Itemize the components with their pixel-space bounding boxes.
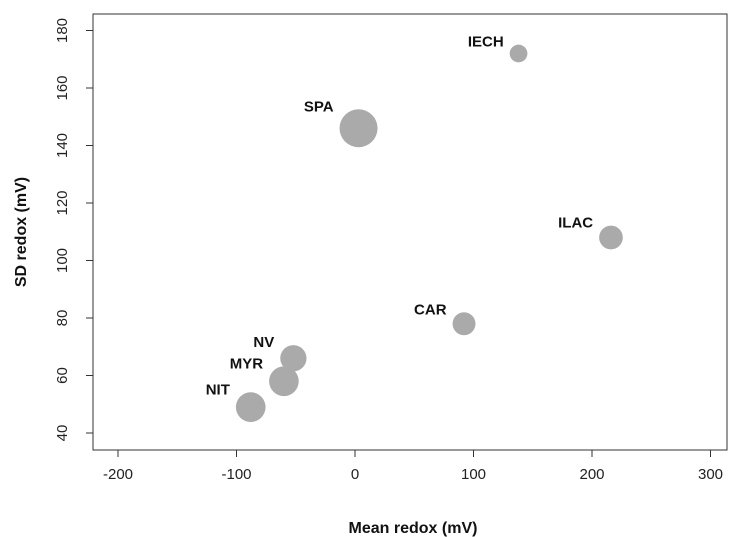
point-label: MYR bbox=[230, 355, 264, 372]
data-point bbox=[280, 345, 307, 372]
y-tick-label: 120 bbox=[54, 190, 71, 215]
point-label: SPA bbox=[304, 98, 334, 115]
x-tick-label: -100 bbox=[221, 466, 251, 483]
point-label: CAR bbox=[414, 301, 447, 318]
point-label: ILAC bbox=[558, 215, 593, 232]
data-point bbox=[509, 44, 528, 63]
point-label: IECH bbox=[468, 34, 504, 51]
y-tick-label: 180 bbox=[54, 18, 71, 43]
y-tick-label: 60 bbox=[54, 367, 71, 384]
data-point bbox=[269, 366, 299, 397]
y-tick-label: 140 bbox=[54, 133, 71, 158]
y-tick-label: 100 bbox=[54, 248, 71, 273]
plot-frame bbox=[92, 13, 728, 451]
y-tick-label: 160 bbox=[54, 75, 71, 100]
x-tick-label: 100 bbox=[461, 466, 486, 483]
y-tick-label: 80 bbox=[54, 310, 71, 327]
x-tick-label: 200 bbox=[579, 466, 604, 483]
data-point bbox=[599, 225, 623, 250]
x-axis-title: Mean redox (mV) bbox=[349, 520, 478, 537]
y-axis: 40 60 80 100 120 140 160 180 bbox=[54, 18, 93, 441]
x-tick-label: -200 bbox=[103, 466, 133, 483]
data-point bbox=[235, 392, 266, 422]
point-label: NV bbox=[253, 334, 274, 351]
x-axis: -200 -100 0 100 200 300 bbox=[103, 450, 723, 483]
y-axis-title: SD redox (mV) bbox=[13, 177, 30, 287]
data-point bbox=[339, 109, 378, 148]
data-point bbox=[452, 312, 476, 336]
x-tick-label: 300 bbox=[698, 466, 723, 483]
point-label: NIT bbox=[206, 381, 230, 398]
x-tick-label: 0 bbox=[351, 466, 359, 483]
y-tick-label: 40 bbox=[54, 425, 71, 442]
